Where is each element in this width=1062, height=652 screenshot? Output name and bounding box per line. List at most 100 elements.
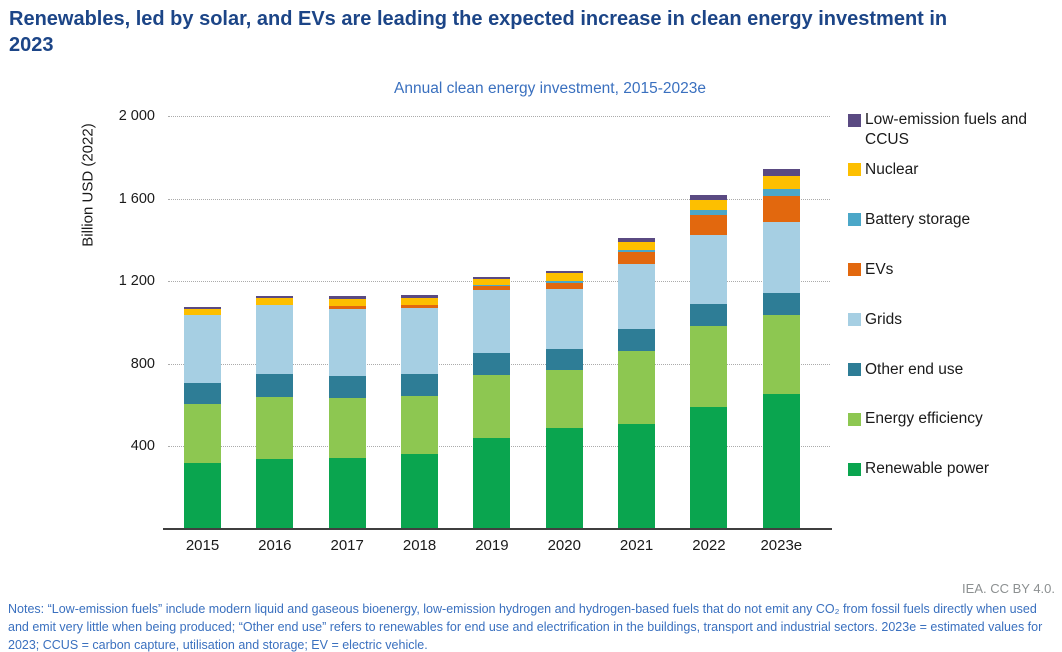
legend-item: EVs <box>848 260 1050 280</box>
bar-segment <box>401 308 439 374</box>
bar-segment <box>328 298 366 307</box>
bar-segment <box>473 437 511 529</box>
bar-segment <box>473 285 511 291</box>
legend-item: Low-emission fuels and CCUS <box>848 110 1050 150</box>
bar-segment <box>328 397 366 458</box>
bar-segment <box>401 453 439 529</box>
legend-item: Other end use <box>848 360 1050 380</box>
figure-title: Renewables, led by solar, and EVs are le… <box>9 8 948 56</box>
bar-segment <box>545 270 583 274</box>
notes-text: Notes: “Low-emission fuels” include mode… <box>8 602 1043 652</box>
bar-segment <box>690 234 728 304</box>
bar-segment <box>401 297 439 305</box>
chart-title: Annual clean energy investment, 2015-202… <box>394 80 706 97</box>
bar-segment <box>618 249 656 253</box>
legend-label: Renewable power <box>865 460 990 478</box>
bar-segment <box>256 374 294 397</box>
bar-segment <box>618 328 656 351</box>
x-tick-label: 2018 <box>402 537 437 554</box>
x-tick-label: 2019 <box>475 537 509 554</box>
y-axis-label: Billion USD (2022) <box>79 123 97 247</box>
bar-segment <box>184 404 221 463</box>
bar-segment <box>184 315 221 384</box>
bar-segment <box>328 375 366 398</box>
bar-segment <box>184 308 221 316</box>
bar-segment <box>473 276 511 279</box>
bar-segment <box>762 315 800 394</box>
bar-segment <box>256 396 294 459</box>
bar-segment <box>762 196 800 223</box>
bar-segment <box>762 393 800 529</box>
bar-segment <box>618 350 656 424</box>
x-tick-label: 2023e <box>760 537 803 554</box>
y-tick-label: 400 <box>130 438 155 455</box>
bar-segment <box>545 280 583 283</box>
bar-segment <box>256 304 294 375</box>
bar-segment <box>328 457 366 529</box>
bar-segment <box>256 458 294 529</box>
bar-segment <box>473 374 511 438</box>
bar-segment <box>545 427 583 529</box>
bar-segment <box>184 462 221 529</box>
bar-segment <box>690 214 728 235</box>
x-axis-line <box>163 528 832 530</box>
bar-segment <box>690 325 728 408</box>
legend-label: Nuclear <box>865 160 919 178</box>
legend-item: Renewable power <box>848 459 1050 479</box>
x-tick-label: 2015 <box>185 537 220 554</box>
bar-segment <box>184 383 221 405</box>
bar-segment <box>618 263 656 329</box>
bar-segment <box>690 195 728 200</box>
x-tick-label: 2021 <box>619 537 654 554</box>
bar-segment <box>545 282 583 290</box>
bar-segment <box>401 304 439 309</box>
y-tick-label: 800 <box>130 355 155 372</box>
legend-swatch <box>848 163 861 177</box>
legend-swatch <box>848 462 861 476</box>
legend-label: Grids <box>865 310 903 328</box>
bar-segment <box>473 290 511 354</box>
bar-segment <box>690 407 728 529</box>
legend-swatch <box>848 363 861 376</box>
bar-segment <box>401 373 439 396</box>
legend-swatch <box>848 412 861 426</box>
bar-segment <box>690 199 728 210</box>
bar-segment <box>618 241 656 250</box>
bar-segment <box>762 292 800 316</box>
bar-segment <box>473 353 511 375</box>
bar-segment <box>762 169 800 176</box>
bar-segment <box>545 289 583 349</box>
y-tick-label: 1 200 <box>118 273 155 290</box>
bar-segment <box>256 298 294 305</box>
bar-segment <box>184 306 221 309</box>
bar-segment <box>401 295 439 298</box>
bar-segment <box>690 303 728 326</box>
bar-segment <box>473 284 511 286</box>
attribution-text: IEA. CC BY 4.0. <box>962 581 1055 596</box>
legend-swatch <box>848 313 861 327</box>
bar-segment <box>618 423 656 529</box>
x-tick-label: 2017 <box>330 537 364 554</box>
legend-swatch <box>848 263 861 277</box>
bar-segment <box>328 306 366 309</box>
legend-label: Other end use <box>865 360 964 378</box>
legend-label: Low-emission fuels and CCUS <box>865 111 1027 148</box>
legend-swatch <box>848 113 861 127</box>
bar-segment <box>762 222 800 293</box>
x-tick-label: 2022 <box>692 537 726 554</box>
bar-segment <box>328 308 366 376</box>
bar-segment <box>618 252 656 264</box>
bar-segment <box>401 395 439 454</box>
bar-segment <box>545 370 583 428</box>
legend-swatch <box>848 213 861 227</box>
bar-segment <box>545 273 583 281</box>
legend-item: Nuclear <box>848 160 1050 180</box>
y-tick-label: 2 000 <box>118 108 155 124</box>
bar-segment <box>473 278 511 285</box>
x-tick-label: 2016 <box>258 537 292 554</box>
gridline-2000 <box>168 116 830 117</box>
y-tick-label: 1 600 <box>118 190 155 207</box>
legend-label: Battery storage <box>865 210 971 228</box>
bar-segment <box>256 295 294 299</box>
